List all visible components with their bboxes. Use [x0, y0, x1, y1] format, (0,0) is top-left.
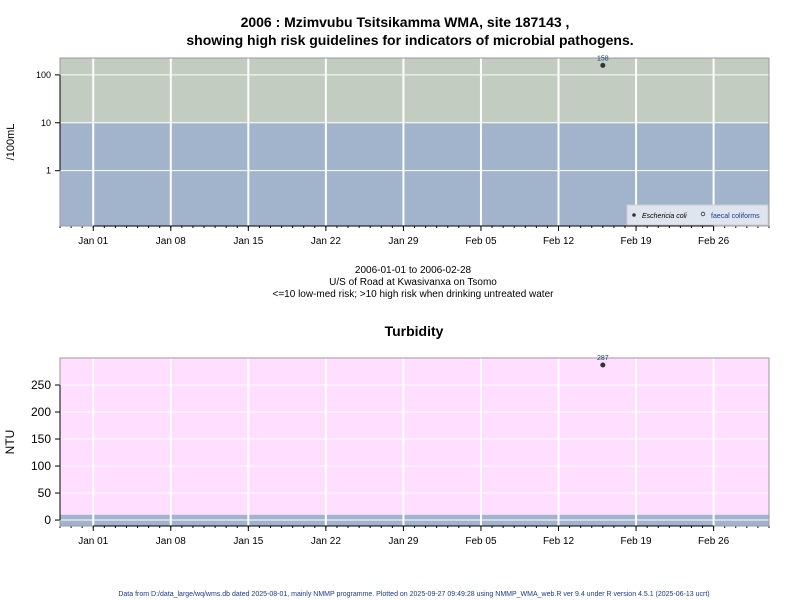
risk-band [60, 58, 769, 123]
x-tick-label: Jan 08 [156, 236, 186, 247]
x-tick-label: Jan 01 [78, 236, 108, 247]
data-point [600, 362, 606, 368]
x-description-1: 2006-01-01 to 2006-02-28 [355, 265, 472, 276]
x-tick-label: Jan 22 [311, 236, 341, 247]
y-tick-label: 200 [31, 405, 51, 419]
x-tick-label: Feb 26 [698, 236, 730, 247]
data-label: 287 [597, 355, 609, 362]
x-tick-label: Feb 12 [543, 536, 575, 547]
x-tick-label: Feb 05 [465, 236, 497, 247]
x-tick-label: Feb 19 [620, 236, 652, 247]
x-tick-label: Jan 01 [78, 536, 108, 547]
y-tick-label: 50 [38, 486, 52, 500]
legend-box [626, 204, 769, 226]
y-tick-label: 100 [31, 459, 51, 473]
x-tick-label: Feb 19 [620, 536, 652, 547]
x-tick-label: Feb 26 [698, 536, 730, 547]
turbidity-title: Turbidity [385, 323, 444, 339]
legend-label: Eschericia coli [642, 213, 687, 220]
risk-band [60, 358, 769, 515]
y-tick-label: 150 [31, 432, 51, 446]
x-tick-label: Feb 05 [465, 536, 497, 547]
data-point [600, 62, 606, 68]
x-tick-label: Jan 22 [311, 536, 341, 547]
chart-title: 2006 : Mzimvubu Tsitsikamma WMA, site 18… [241, 14, 570, 30]
x-description-3: <=10 low-med risk; >10 high risk when dr… [273, 289, 555, 300]
x-tick-label: Jan 15 [233, 536, 263, 547]
legend-label: faecal coliforms [711, 213, 760, 220]
legend: Eschericia coli faecal coliforms [626, 204, 769, 226]
y-tick-label: 10 [41, 118, 51, 128]
y-axis-label: /100mL [5, 124, 17, 161]
x-tick-label: Jan 08 [156, 536, 186, 547]
x-tick-label: Jan 29 [388, 536, 418, 547]
x-tick-label: Jan 29 [388, 236, 418, 247]
y-axis-label: NTU [3, 430, 17, 455]
x-tick-label: Feb 12 [543, 236, 575, 247]
legend-marker-ecoli [632, 213, 636, 217]
x-tick-label: Jan 15 [233, 236, 263, 247]
chart-subtitle: showing high risk guidelines for indicat… [186, 32, 633, 48]
footer: Data from D:/data_large/wq/wms.db dated … [118, 591, 709, 598]
y-tick-label: 1 [46, 166, 51, 176]
y-tick-label: 100 [36, 70, 51, 80]
y-tick-label: 250 [31, 378, 51, 392]
x-description-2: U/S of Road at Kwasivanxa on Tsomo [329, 277, 497, 288]
legend-marker-faecal [700, 211, 706, 217]
y-tick-label: 0 [44, 513, 51, 527]
data-label: 158 [597, 55, 609, 62]
